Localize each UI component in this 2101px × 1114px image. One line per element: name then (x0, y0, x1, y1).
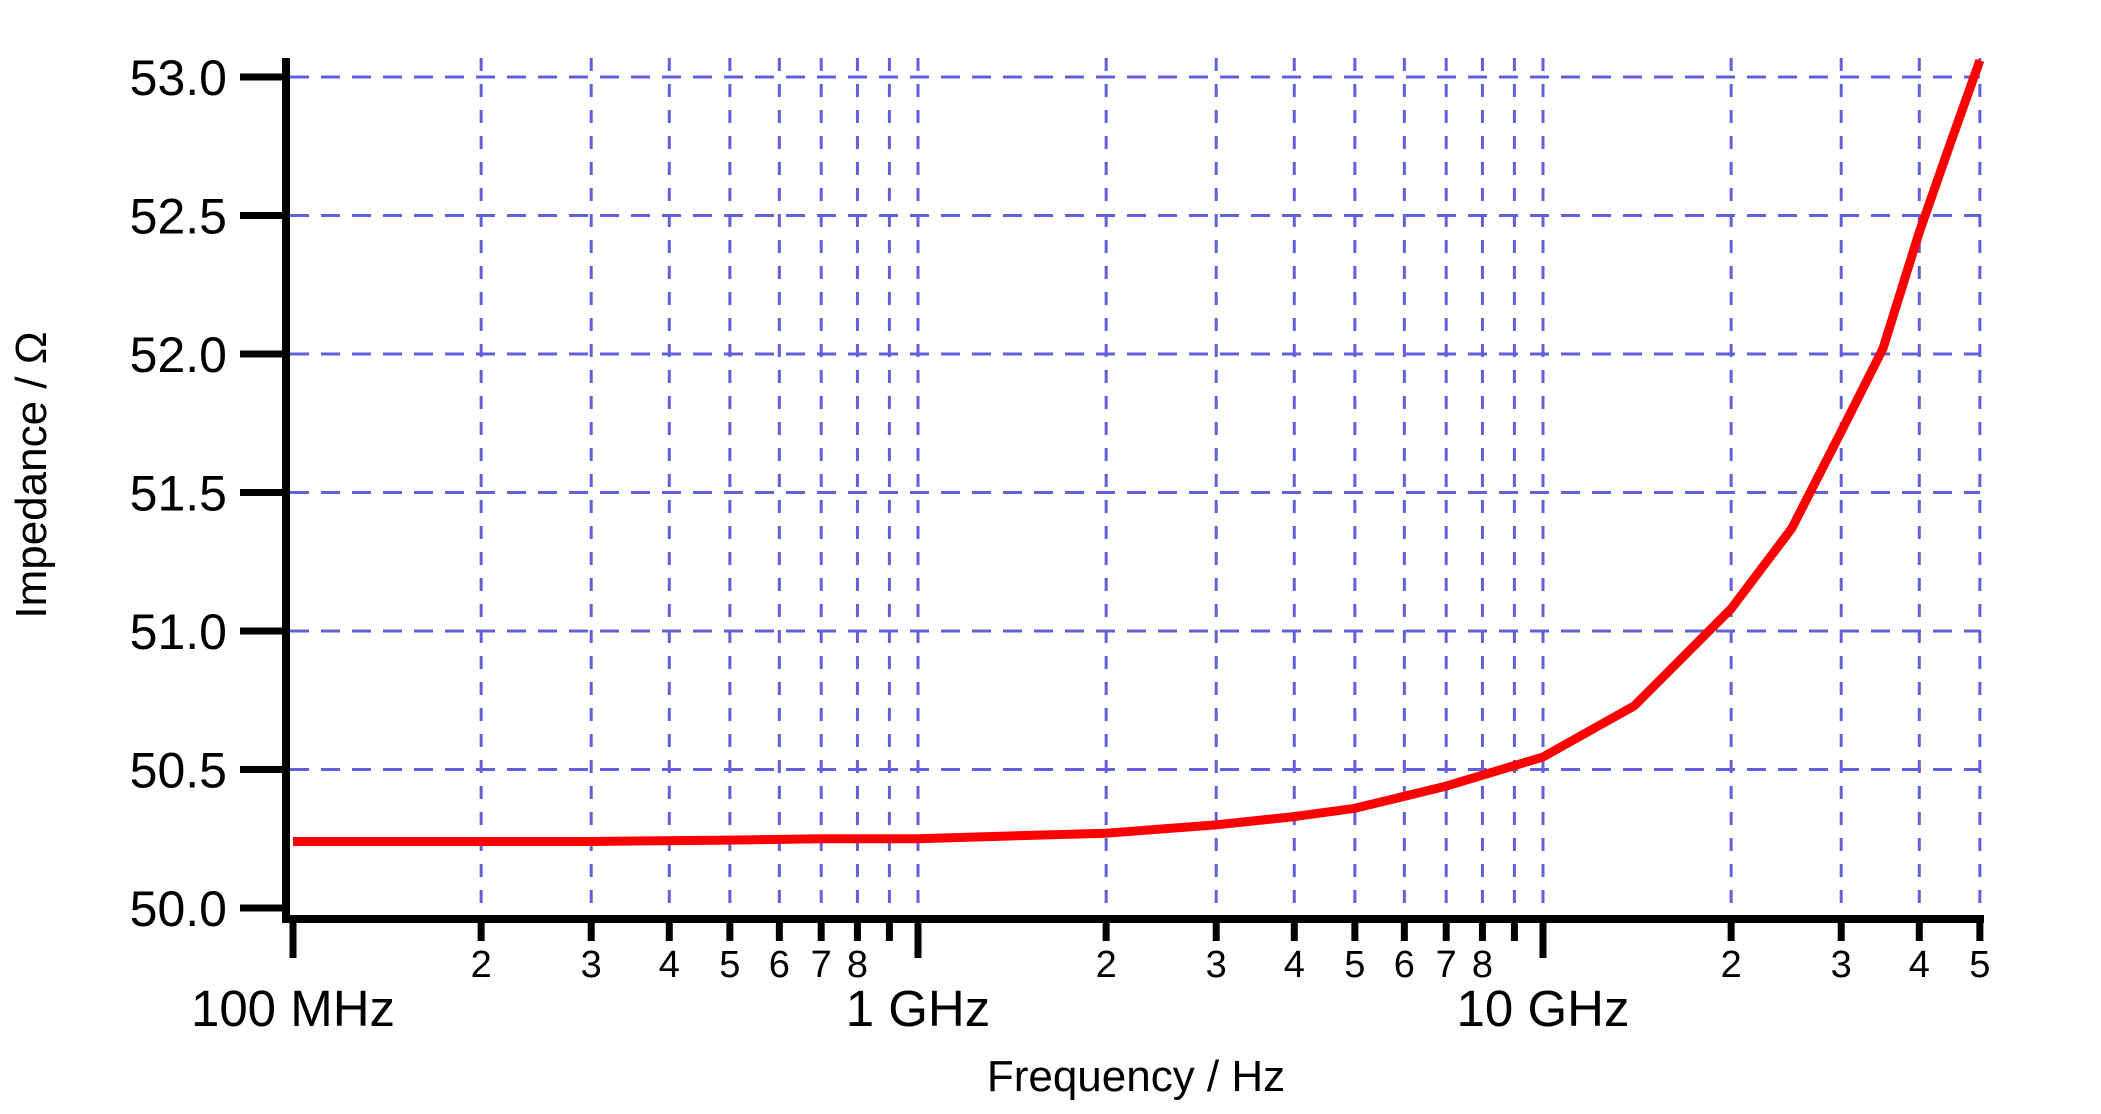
y-tick-label: 52.5 (130, 189, 227, 245)
y-tick-label: 51.0 (130, 604, 227, 660)
x-minor-tick-label: 2 (1096, 944, 1117, 986)
x-minor-tick-label: 3 (1831, 944, 1852, 986)
x-minor-tick-label: 8 (1472, 944, 1493, 986)
x-minor-tick-label: 5 (1344, 944, 1365, 986)
x-major-tick-label: 1 GHz (846, 980, 991, 1037)
x-major-tick-label: 10 GHz (1457, 980, 1630, 1037)
x-minor-tick-label: 5 (1969, 944, 1990, 986)
x-axis-title: Frequency / Hz (987, 1052, 1285, 1101)
x-minor-tick-label: 6 (1394, 944, 1415, 986)
x-minor-tick-label: 4 (1284, 944, 1305, 986)
axes-layer (282, 58, 1984, 923)
x-minor-tick-label: 5 (719, 944, 740, 986)
y-tick-label: 52.0 (130, 327, 227, 383)
x-minor-tick-label: 7 (1436, 944, 1457, 986)
impedance-curve (293, 58, 1985, 846)
y-tick-label: 50.0 (130, 881, 227, 937)
x-minor-tick-label: 2 (1721, 944, 1742, 986)
x-minor-tick-label: 6 (769, 944, 790, 986)
x-minor-tick-label: 3 (581, 944, 602, 986)
series-layer (293, 58, 1985, 846)
y-tick-label: 53.0 (130, 50, 227, 106)
x-minor-tick-label: 7 (811, 944, 832, 986)
x-minor-tick-label: 8 (847, 944, 868, 986)
y-tick-label: 51.5 (130, 466, 227, 522)
x-major-tick-label: 100 MHz (191, 980, 395, 1037)
y-axis-title: Impedance / Ω (7, 331, 56, 618)
x-minor-tick-label: 4 (1909, 944, 1930, 986)
ticks-layer (240, 73, 1984, 958)
x-minor-tick-label: 2 (471, 944, 492, 986)
x-minor-tick-label: 3 (1206, 944, 1227, 986)
y-tick-label: 50.5 (130, 743, 227, 799)
x-minor-tick-label: 4 (659, 944, 680, 986)
gridlines-layer (290, 58, 1982, 915)
labels-layer: 50.0 50.5 51.0 51.5 52.0 52.5 53.0 100 MHz 1 GHz… (130, 50, 1991, 1037)
